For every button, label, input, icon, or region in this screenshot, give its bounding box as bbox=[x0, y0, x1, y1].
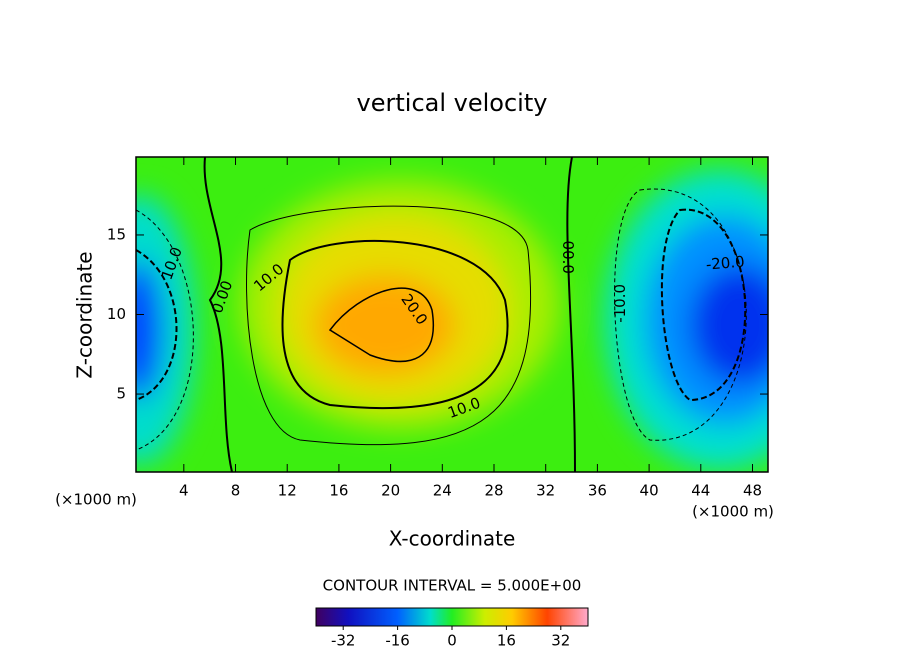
contour-label: -10.0 bbox=[611, 284, 629, 323]
x-tick-label: 20 bbox=[381, 482, 400, 500]
colorbar-tick-label: 16 bbox=[497, 632, 516, 650]
y-tick-label: 5 bbox=[116, 385, 126, 403]
colorbar bbox=[315, 607, 589, 627]
x-tick-label: 44 bbox=[691, 482, 710, 500]
colorbar-tick-label: 0 bbox=[447, 632, 457, 650]
x-tick-label: 16 bbox=[329, 482, 348, 500]
colorbar-tick-label: -32 bbox=[331, 632, 356, 650]
contour-label: 00.0 bbox=[559, 241, 577, 274]
y-tick-label: 10 bbox=[107, 305, 126, 323]
chart-title: vertical velocity bbox=[357, 89, 548, 117]
x-tick-label: 4 bbox=[179, 482, 189, 500]
x-tick-label: 24 bbox=[433, 482, 452, 500]
y-axis-label: Z-coordinate bbox=[73, 251, 97, 378]
y-tick-label: 15 bbox=[107, 225, 126, 243]
x-tick-label: 32 bbox=[536, 482, 555, 500]
colorbar-tick-label: -16 bbox=[385, 632, 410, 650]
colorbar-tick-label: 32 bbox=[551, 632, 570, 650]
x-tick-label: 28 bbox=[484, 482, 503, 500]
x-axis-label: X-coordinate bbox=[389, 527, 516, 551]
x-unit-right: (×1000 m) bbox=[692, 503, 774, 521]
x-tick-label: 8 bbox=[231, 482, 241, 500]
x-tick-label: 40 bbox=[640, 482, 659, 500]
x-tick-label: 48 bbox=[743, 482, 762, 500]
x-tick-label: 36 bbox=[588, 482, 607, 500]
field bbox=[136, 157, 768, 472]
contour-label: -20.0 bbox=[705, 252, 745, 273]
x-unit-left: (×1000 m) bbox=[55, 491, 137, 509]
colorbar-title: CONTOUR INTERVAL = 5.000E+00 bbox=[323, 577, 582, 595]
x-tick-label: 12 bbox=[278, 482, 297, 500]
